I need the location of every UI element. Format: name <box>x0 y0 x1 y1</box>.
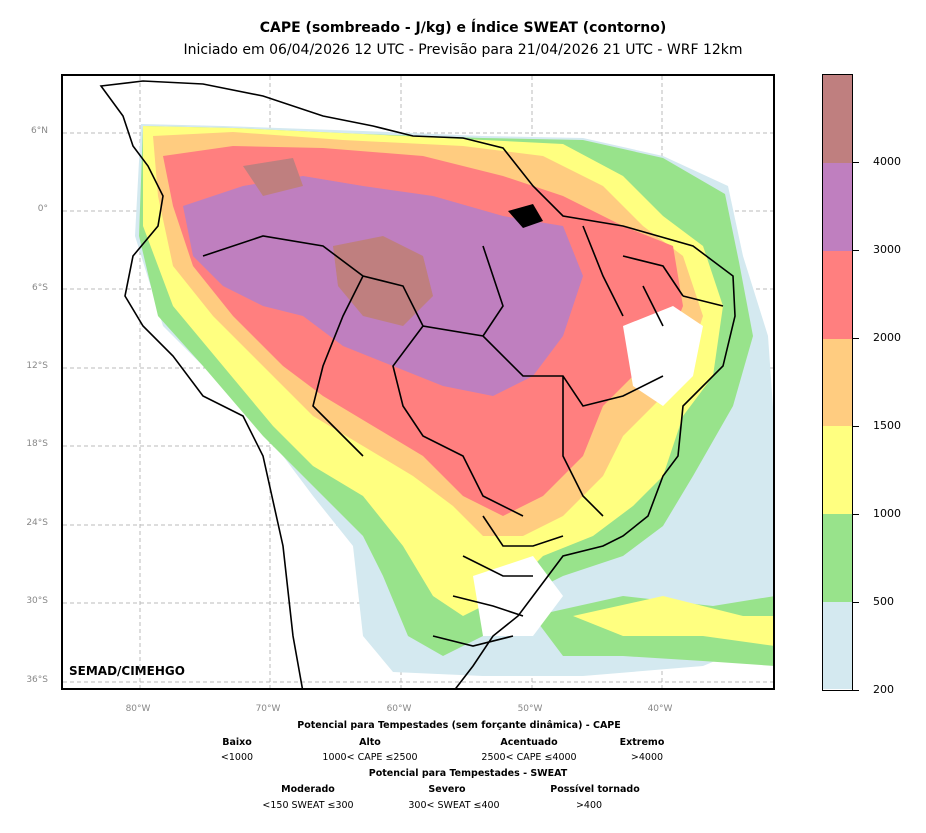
sweat-range-possivel-tornado: >400 <box>575 800 603 811</box>
lon-tick: 70°W <box>255 704 281 714</box>
cape-category-acentuado: Acentuado <box>500 737 558 748</box>
sweat-range-severo: 300< SWEAT ≤400 <box>408 800 500 811</box>
colorbar-tick-label: 2000 <box>873 331 901 344</box>
colorbar-tick-label: 200 <box>873 683 894 696</box>
cape-shading <box>135 124 773 676</box>
colorbar-tick-mark <box>853 426 859 427</box>
cape-range-acentuado: 2500< CAPE ≤4000 <box>481 752 577 763</box>
credit-label: SEMAD/CIMEHGO <box>69 664 185 678</box>
colorbar-segment <box>823 162 852 251</box>
colorbar-tick-label: 1500 <box>873 419 901 432</box>
lat-tick: 30°S <box>26 596 48 606</box>
colorbar-tick-mark <box>853 338 859 339</box>
south-america-coastline <box>99 80 736 688</box>
marajo-island <box>508 204 543 228</box>
sweat-category-severo: Severo <box>428 784 466 795</box>
cape-range-extremo: >4000 <box>630 752 664 763</box>
colorbar-segment <box>823 425 852 515</box>
cape-range-baixo: <1000 <box>220 752 254 763</box>
cape-category-extremo: Extremo <box>619 737 665 748</box>
colorbar-segment <box>823 250 852 339</box>
lat-tick: 24°S <box>26 518 48 528</box>
colorbar-tick-mark <box>853 514 859 515</box>
colorbar-segment <box>823 601 852 690</box>
colorbar-tick-label: 1000 <box>873 507 901 520</box>
map-panel: SEMAD/CIMEHGO <box>61 74 775 690</box>
colorbar-tick-mark <box>853 250 859 251</box>
cape-low-northeast <box>623 306 703 406</box>
map-title: CAPE (sombreado - J/kg) e Índice SWEAT (… <box>259 20 667 36</box>
lat-tick: 36°S <box>26 675 48 685</box>
cape-range-alto: 1000< CAPE ≤2500 <box>322 752 418 763</box>
sweat-range-moderado: <150 SWEAT ≤300 <box>262 800 354 811</box>
cape-map <box>63 76 773 688</box>
cape-category-alto: Alto <box>359 737 381 748</box>
lat-tick: 12°S <box>26 361 48 371</box>
sweat-category-moderado: Moderado <box>281 784 335 795</box>
cape-category-baixo: Baixo <box>222 737 252 748</box>
colorbar-tick-mark <box>853 690 859 691</box>
lat-tick: 18°S <box>26 439 48 449</box>
lon-tick: 40°W <box>647 704 673 714</box>
map-subtitle: Iniciado em 06/04/2026 12 UTC - Previsão… <box>183 42 743 58</box>
colorbar-tick-label: 4000 <box>873 155 901 168</box>
colorbar-tick-mark <box>853 162 859 163</box>
colorbar-tick-label: 500 <box>873 595 894 608</box>
northeast-states-borders <box>582 225 724 327</box>
lon-tick: 60°W <box>386 704 412 714</box>
lat-tick: 6°N <box>31 126 48 136</box>
sweat-category-possivel-tornado: Possível tornado <box>550 784 640 795</box>
cape-legend-title: Potencial para Tempestades (sem forçante… <box>297 720 621 731</box>
lon-tick: 80°W <box>125 704 151 714</box>
colorbar-segment <box>823 75 852 164</box>
sweat-legend-title: Potencial para Tempestades - SWEAT <box>368 768 568 779</box>
southern-states-borders <box>432 515 564 647</box>
cape-low-south <box>473 556 563 636</box>
brazil-interior-borders <box>202 235 664 517</box>
colorbar <box>822 74 853 691</box>
lon-tick: 50°W <box>517 704 543 714</box>
colorbar-tick-label: 3000 <box>873 243 901 256</box>
borders <box>99 80 736 688</box>
cape-band-1000-atlantic <box>573 596 773 646</box>
lat-tick: 0° <box>37 204 48 214</box>
lat-tick: 6°S <box>32 283 48 293</box>
cape-band-4000-north <box>243 158 303 196</box>
colorbar-tick-mark <box>853 602 859 603</box>
colorbar-segment <box>823 338 852 427</box>
colorbar-segment <box>823 513 852 602</box>
